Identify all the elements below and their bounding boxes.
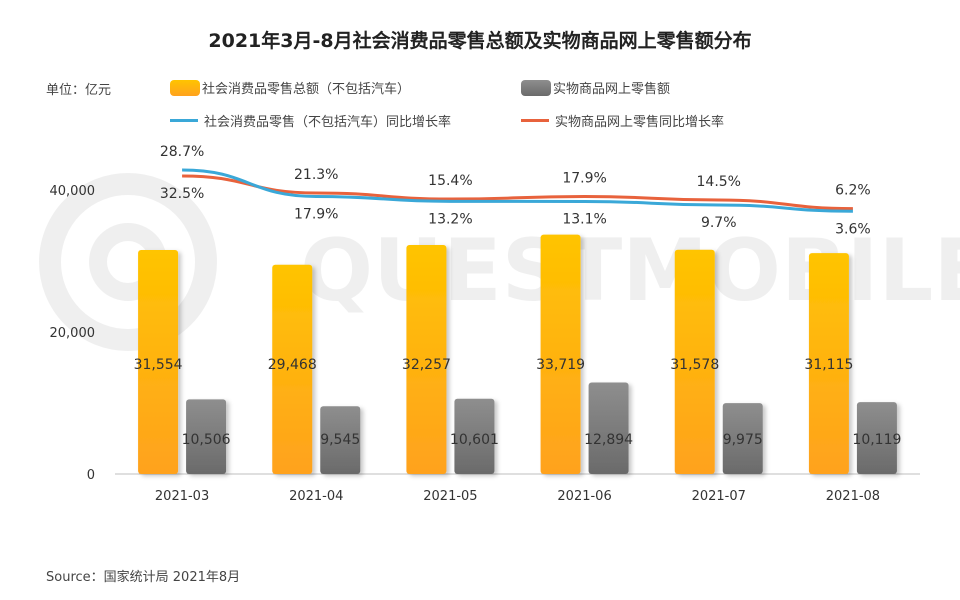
legend-label: 社会消费品零售（不包括汽车）同比增长率 xyxy=(204,115,452,130)
x-tick-label: 2021-07 xyxy=(692,489,746,504)
bar-total-retail xyxy=(674,249,715,474)
y-tick-label: 0 xyxy=(87,468,95,483)
bar-label-total-retail: 31,578 xyxy=(670,357,719,373)
source-note: Source：国家统计局 2021年8月 xyxy=(46,570,241,585)
line-label-total-growth: 13.2% xyxy=(428,211,472,227)
watermark-text: QUESTMOBILE xyxy=(300,221,960,321)
y-tick-label: 40,000 xyxy=(50,184,96,199)
legend-swatch-gray xyxy=(521,79,551,96)
line-label-online-growth: 17.9% xyxy=(562,170,606,186)
unit-label: 单位：亿元 xyxy=(46,83,112,98)
line-label-online-growth: 28.7% xyxy=(160,144,204,160)
legend-label: 社会消费品零售总额（不包括汽车） xyxy=(202,82,411,97)
line-label-total-growth: 9.7% xyxy=(701,215,737,231)
chart-title: 2021年3月-8月社会消费品零售总额及实物商品网上零售额分布 xyxy=(208,30,752,52)
line-label-online-growth: 21.3% xyxy=(294,167,338,183)
bar-label-total-retail: 31,115 xyxy=(804,357,853,373)
bar-online-retail xyxy=(856,402,897,474)
x-tick-label: 2021-05 xyxy=(423,489,477,504)
legend-online-retail: 实物商品网上零售额 xyxy=(521,78,670,97)
bar-label-total-retail: 31,554 xyxy=(134,357,183,373)
bar-total-retail xyxy=(406,244,447,474)
line-label-online-growth: 14.5% xyxy=(697,174,741,190)
bar-label-total-retail: 32,257 xyxy=(402,357,451,373)
y-tick-label: 20,000 xyxy=(50,326,96,341)
bar-total-retail xyxy=(138,249,179,474)
line-label-total-growth: 17.9% xyxy=(294,206,338,222)
legend-total-retail: 社会消费品零售总额（不包括汽车） xyxy=(170,78,410,97)
bar-label-online-retail: 10,601 xyxy=(450,432,499,448)
legend-total-growth: 社会消费品零售（不包括汽车）同比增长率 xyxy=(170,111,451,130)
legend-label: 实物商品网上零售额 xyxy=(553,82,671,97)
line-label-online-growth: 6.2% xyxy=(835,183,871,199)
bar-label-online-retail: 12,894 xyxy=(584,432,633,448)
bar-online-retail xyxy=(186,399,227,474)
bar-total-retail xyxy=(272,264,313,474)
x-tick-label: 2021-04 xyxy=(289,489,343,504)
bar-total-retail xyxy=(540,234,581,474)
bar-label-online-retail: 9,975 xyxy=(723,432,763,448)
bar-online-retail xyxy=(722,403,763,474)
bar-label-online-retail: 10,119 xyxy=(852,432,901,448)
legend-swatch-blue xyxy=(170,119,198,122)
line-label-total-growth: 3.6% xyxy=(835,221,871,237)
line-online-growth xyxy=(182,174,853,211)
line-label-total-growth: 32.5% xyxy=(160,186,204,202)
legend-swatch-yellow xyxy=(170,79,200,96)
bar-label-online-retail: 10,506 xyxy=(182,432,231,448)
bar-label-total-retail: 33,719 xyxy=(536,357,585,373)
line-total-growth xyxy=(182,168,853,213)
legend-online-growth: 实物商品网上零售同比增长率 xyxy=(521,111,724,130)
bar-total-retail xyxy=(808,253,849,474)
bar-online-retail xyxy=(454,398,495,474)
bar-label-online-retail: 9,545 xyxy=(320,432,360,448)
bar-online-retail xyxy=(588,382,629,474)
line-label-online-growth: 15.4% xyxy=(428,173,472,189)
legend-label: 实物商品网上零售同比增长率 xyxy=(555,115,725,130)
x-tick-label: 2021-03 xyxy=(155,489,209,504)
line-label-total-growth: 13.1% xyxy=(562,211,606,227)
legend-swatch-red xyxy=(521,119,549,122)
watermark-logo: QUESTMOBILE xyxy=(39,173,960,351)
bar-label-total-retail: 29,468 xyxy=(268,357,317,373)
x-tick-label: 2021-06 xyxy=(557,489,611,504)
bar-online-retail xyxy=(320,406,361,474)
x-tick-label: 2021-08 xyxy=(826,489,880,504)
